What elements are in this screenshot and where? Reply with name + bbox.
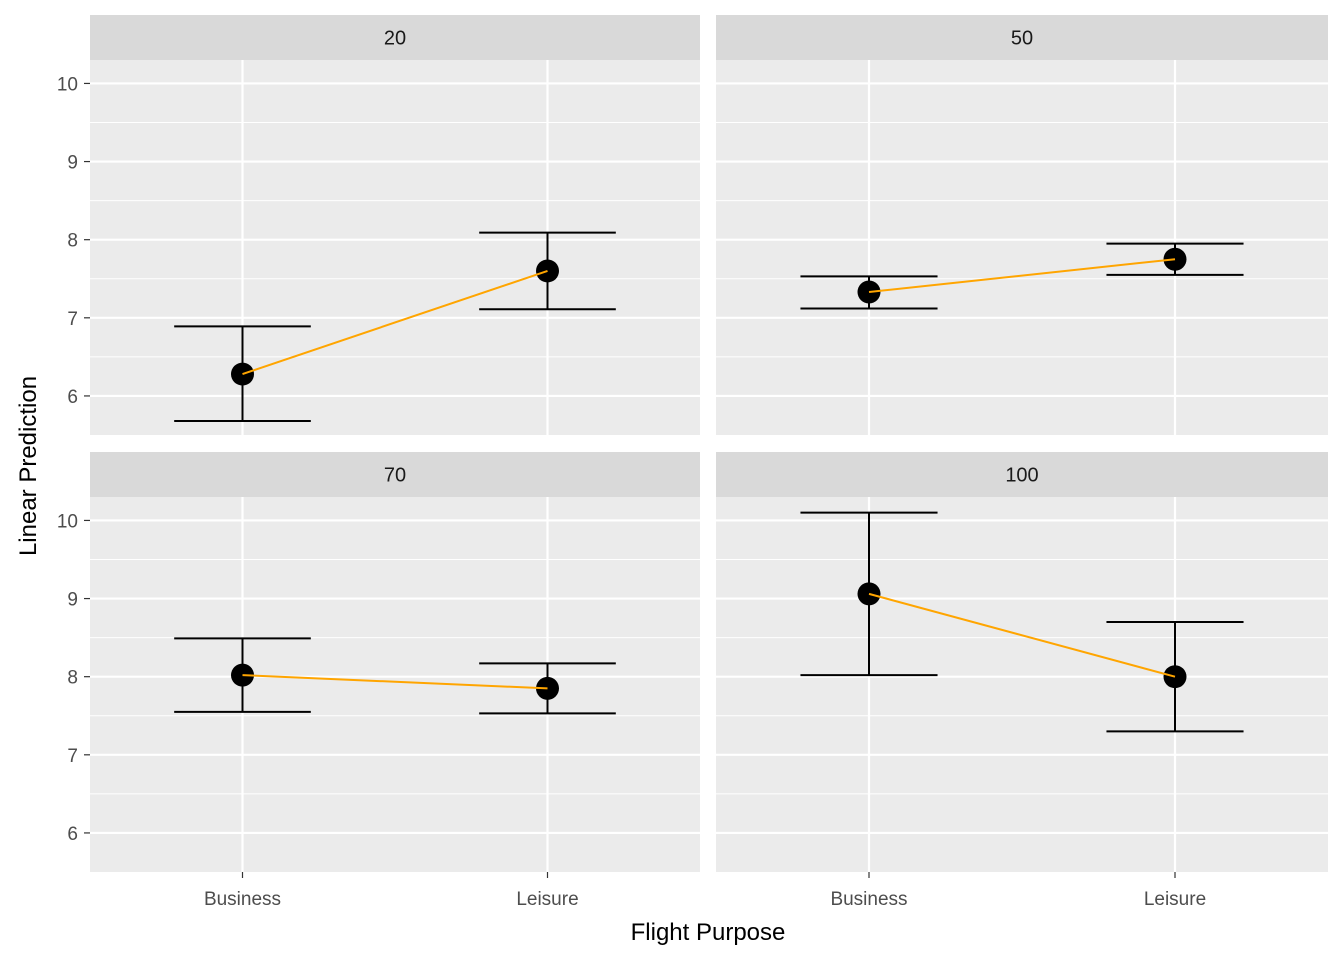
facet-strip-label: 100 — [1005, 465, 1038, 487]
y-tick-label: 10 — [57, 511, 78, 532]
facet-strip — [90, 452, 700, 497]
facet-panel-70: 70 6 7 8 9 10 Business Leisure — [57, 452, 700, 910]
connecting-line — [868, 592, 1176, 678]
connecting-line — [242, 269, 548, 376]
y-tick-label: 10 — [57, 74, 78, 95]
panel-background — [716, 497, 1328, 872]
facet-strip-label: 50 — [1011, 28, 1033, 50]
y-tick-label: 8 — [67, 668, 78, 689]
facet-strip — [90, 15, 700, 60]
y-tick-label: 9 — [67, 590, 78, 611]
connecting-line — [242, 674, 548, 690]
x-tick-label: Business — [830, 889, 907, 910]
y-tick-label: 6 — [67, 824, 78, 845]
facet-strip — [716, 452, 1328, 497]
y-axis-title: Linear Prediction — [15, 376, 42, 556]
facet-panel-20: 20 6 7 8 9 10 — [57, 15, 700, 435]
facet-panels: 20 6 7 8 9 10 50 70 6 7 8 9 10 Business Leisure 100 Busi… — [57, 15, 1328, 910]
y-tick-label: 8 — [67, 231, 78, 252]
facet-panel-100: 100 Business Leisure — [716, 452, 1328, 910]
y-tick-label: 6 — [67, 387, 78, 408]
y-tick-label: 7 — [67, 746, 78, 767]
connecting-line — [868, 258, 1176, 294]
facet-strip-label: 70 — [384, 465, 406, 487]
facet-strip — [716, 15, 1328, 60]
panel-background — [90, 60, 700, 435]
y-tick-label: 9 — [67, 153, 78, 174]
y-tick-label: 7 — [67, 309, 78, 330]
panel-background — [90, 497, 700, 872]
facet-panel-50: 50 — [716, 15, 1328, 435]
x-tick-label: Leisure — [516, 889, 578, 910]
x-tick-label: Business — [204, 889, 281, 910]
facet-strip-label: 20 — [384, 28, 406, 50]
x-axis-title: Flight Purpose — [631, 919, 786, 946]
x-tick-label: Leisure — [1144, 889, 1206, 910]
panel-background — [716, 60, 1328, 435]
